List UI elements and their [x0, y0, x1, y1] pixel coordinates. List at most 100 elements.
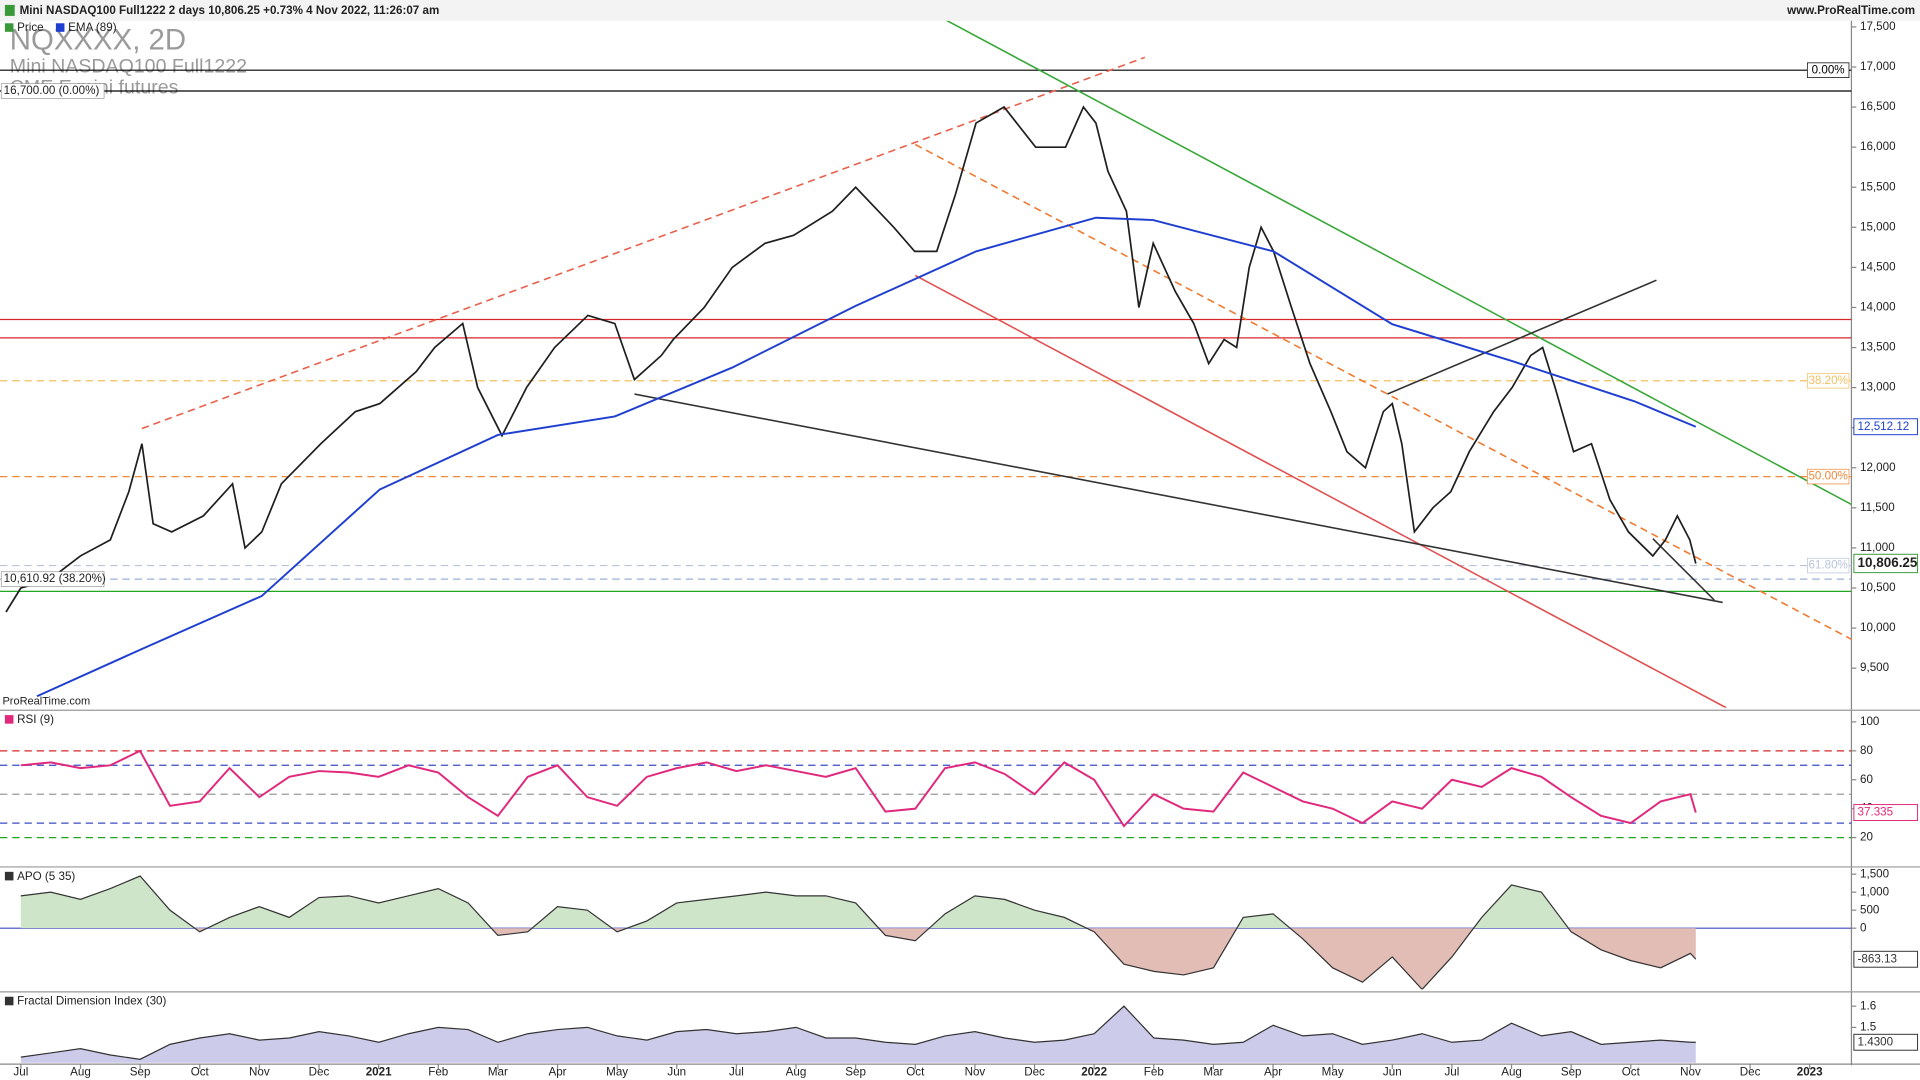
x-tick-label: Sep	[130, 1066, 151, 1079]
last-value-box	[1853, 553, 1919, 574]
trendline	[1387, 279, 1657, 395]
y-tick-label: 10,000	[1860, 621, 1896, 634]
x-tick-label: Feb	[428, 1066, 448, 1079]
level-label-box	[1806, 557, 1850, 574]
y-tick-label: 10,500	[1860, 581, 1896, 594]
y-tick-label: 14,000	[1860, 301, 1896, 314]
x-tick-label: Apr	[1264, 1066, 1282, 1079]
y-tick-label: 0	[1860, 921, 1867, 934]
y-tick-label: 15,500	[1860, 180, 1896, 193]
legend-swatch	[4, 996, 14, 1006]
x-tick-label: May	[606, 1066, 628, 1079]
x-tick-label: Nov	[1680, 1066, 1701, 1079]
x-tick-label: Jun	[1383, 1066, 1402, 1079]
series-line	[5, 105, 1697, 613]
level-label-box	[0, 83, 105, 99]
series-line	[36, 216, 1697, 698]
area-fill	[194, 928, 1696, 990]
trendline	[1652, 538, 1715, 601]
x-tick-label: Dec	[1740, 1066, 1761, 1079]
y-tick-label: 1,500	[1860, 867, 1890, 880]
series-line	[20, 875, 1697, 990]
last-value-label: 12,512.12	[1858, 420, 1910, 433]
area-fill	[20, 1006, 1696, 1063]
y-tick-label: 14,500	[1860, 260, 1896, 273]
legend-label: APO (5 35)	[17, 870, 75, 883]
level-label-box	[1806, 373, 1850, 389]
series-line	[20, 749, 1697, 828]
y-tick-label: 17,500	[1860, 20, 1896, 33]
x-tick-label: Mar	[1203, 1066, 1223, 1079]
x-tick-label: Nov	[965, 1066, 986, 1079]
y-tick-label: 20	[1860, 831, 1873, 844]
last-value-label: 37.335	[1858, 806, 1894, 819]
legend-label: Price	[17, 21, 44, 34]
y-tick-label: 1.5	[1860, 1020, 1876, 1033]
header-title: Mini NASDAQ100 Full1222 2 days 10,806.25…	[20, 4, 440, 17]
x-tick-label: Apr	[548, 1066, 566, 1079]
level-label: 10,610.92 (38.20%)	[4, 572, 106, 585]
x-tick-label: Oct	[191, 1066, 210, 1079]
x-tick-label: Aug	[70, 1066, 91, 1079]
x-tick-label: Oct	[906, 1066, 925, 1079]
x-tick-label: Jul	[1444, 1066, 1459, 1079]
x-tick-label: Jul	[13, 1066, 28, 1079]
y-tick-label: 80	[1860, 744, 1873, 757]
y-tick-label: 15,000	[1860, 220, 1896, 233]
trendline	[141, 56, 1146, 430]
watermark-symbol: NQXXXX, 2D	[10, 23, 186, 56]
y-tick-label: 11,000	[1860, 541, 1895, 554]
last-value-box	[1853, 418, 1919, 436]
level-label: 0.00%	[1812, 63, 1845, 76]
legend-swatch	[4, 871, 14, 881]
last-value-box	[1853, 804, 1919, 821]
level-label-box	[1806, 62, 1850, 78]
x-tick-label: 2021	[366, 1066, 392, 1079]
level-label: 16,700.00 (0.00%)	[4, 84, 100, 97]
y-tick-label: 60	[1860, 773, 1873, 786]
legend-swatch	[4, 23, 14, 32]
x-tick-label: Jun	[667, 1066, 686, 1079]
panel	[0, 875, 1852, 990]
y-tick-label: 500	[1860, 903, 1880, 916]
legend-swatch	[4, 715, 14, 724]
trendline	[634, 393, 1723, 604]
level-label: 38.20%	[1808, 374, 1847, 387]
series-line	[20, 1005, 1696, 1060]
legend-label: Fractal Dimension Index (30)	[17, 995, 166, 1008]
x-tick-label: 2023	[1797, 1066, 1823, 1079]
x-tick-label: Mar	[488, 1066, 508, 1079]
x-tick-label: Sep	[845, 1066, 866, 1079]
y-tick-label: 12,000	[1860, 461, 1896, 474]
y-tick-label: 16,500	[1860, 100, 1896, 113]
y-tick-label: 13,000	[1860, 381, 1896, 394]
legend-label: RSI (9)	[17, 713, 54, 726]
legend-swatch	[55, 23, 65, 32]
level-label-box	[0, 571, 105, 587]
x-tick-label: May	[1322, 1066, 1344, 1079]
last-value-label: -863.13	[1858, 952, 1897, 965]
y-tick-label: 1.6	[1860, 999, 1876, 1012]
last-value-label: 10,806.25	[1858, 555, 1918, 570]
x-tick-label: Sep	[1561, 1066, 1582, 1079]
area-fill	[20, 876, 1696, 929]
last-value-label: 1.4300	[1858, 1035, 1894, 1048]
y-tick-label: 11,500	[1860, 501, 1895, 514]
x-tick-label: Feb	[1144, 1066, 1164, 1079]
watermark-name: Mini NASDAQ100 Full1222	[10, 56, 247, 78]
y-tick-label: 100	[1860, 715, 1880, 728]
panel	[0, 749, 1852, 839]
x-tick-label: Dec	[1024, 1066, 1045, 1079]
header-icon	[4, 4, 15, 16]
level-label: 61.80%	[1808, 559, 1847, 572]
panel	[20, 1005, 1696, 1063]
x-tick-label: Aug	[786, 1066, 807, 1079]
level-label: 50.00%	[1808, 470, 1847, 483]
trendline	[945, 20, 1852, 506]
y-tick-label: 9,500	[1860, 661, 1890, 674]
y-tick-label: 16,000	[1860, 140, 1896, 153]
x-tick-label: 2022	[1081, 1066, 1107, 1079]
source: www.ProRealTime.com	[1786, 4, 1915, 17]
